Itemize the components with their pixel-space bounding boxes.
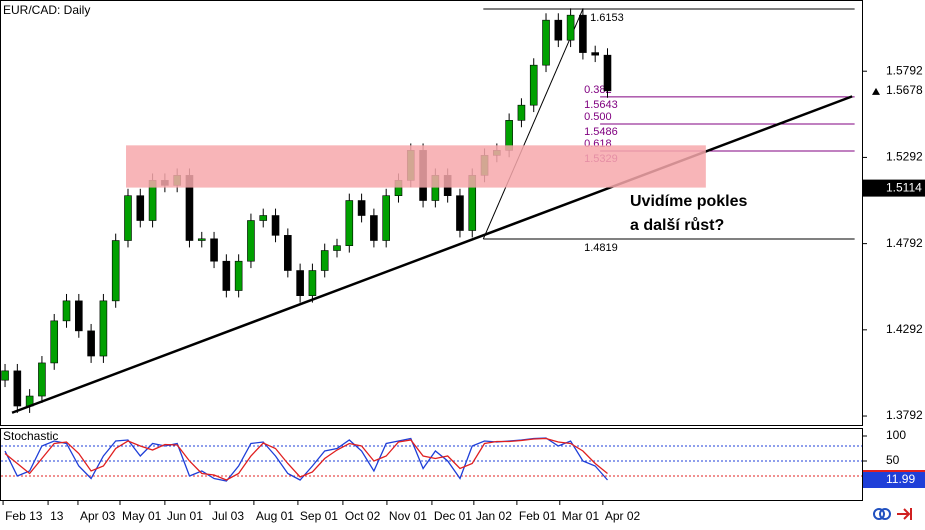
fib-ratio: 0.500: [584, 111, 612, 123]
candle-body: [308, 270, 317, 296]
candle-body: [357, 200, 366, 216]
price-marker: [872, 87, 880, 95]
x-tick-label: 13: [50, 509, 64, 523]
annotation: Uvidíme pokles: [630, 193, 747, 210]
main-panel: [0, 0, 863, 426]
stoch-tag-bg: [863, 472, 925, 489]
chart-title: EUR/CAD: Daily: [3, 3, 90, 17]
candle-body: [579, 14, 587, 53]
candle-body: [13, 370, 22, 407]
x-tick-label: Feb 01: [519, 509, 557, 523]
x-tick-label: Aug 01: [256, 509, 294, 523]
x-tick-label: Nov 01: [389, 509, 427, 523]
price-tag: 1.5678: [886, 83, 923, 97]
link-icon[interactable]: [879, 508, 891, 520]
candle-body: [62, 300, 71, 322]
x-tick-label: Jul 03: [212, 509, 244, 523]
candle-body: [333, 245, 341, 251]
candle-body: [284, 235, 292, 271]
candle-body: [603, 54, 612, 92]
candle-body: [50, 320, 59, 364]
candle-body: [370, 215, 378, 241]
candle-body: [222, 260, 231, 291]
candle-body: [345, 200, 354, 246]
x-tick-label: Mar 01: [562, 509, 600, 523]
candle-body: [75, 300, 83, 332]
x-tick-label: Jun 01: [167, 509, 203, 523]
candle-body: [296, 270, 304, 296]
candle-body: [382, 195, 390, 241]
candle-body: [529, 64, 538, 106]
candle-body: [1, 370, 9, 381]
candle-body: [99, 300, 108, 357]
fib-price: 1.5643: [584, 99, 618, 111]
fib-price: 1.5486: [584, 126, 618, 138]
x-tick-label: Apr 03: [80, 509, 116, 523]
candle-body: [566, 14, 575, 41]
y-tick-label: 1.5292: [886, 150, 923, 164]
stochastic-panel: [0, 428, 863, 501]
x-tick-label: Feb 13: [5, 509, 43, 523]
candle-body: [517, 104, 526, 121]
arrow-icon[interactable]: [897, 508, 912, 520]
candle-body: [259, 215, 268, 221]
toolbar-icons[interactable]: [873, 508, 912, 520]
candle-body: [210, 238, 218, 262]
price-tag: 1.5114: [886, 180, 922, 194]
title-bg: [1, 1, 87, 18]
candle-body: [87, 330, 95, 357]
y-tick-label: 1.4292: [886, 322, 923, 336]
candle-body: [542, 19, 550, 66]
fib-high-label: 1.6153: [590, 12, 624, 24]
indicator-title: Stochastic: [3, 429, 58, 443]
candle-body: [136, 195, 145, 221]
fib-low-label: 1.4819: [584, 242, 618, 254]
stoch-tag: 11.99: [886, 472, 915, 486]
candle-body: [197, 238, 206, 241]
price-tag-bg: [862, 179, 925, 197]
candle-body: [271, 215, 280, 236]
y-tick-label: 1.3792: [886, 408, 923, 422]
y-tick-label: 1.5792: [886, 63, 923, 77]
fib-swing: [482, 8, 584, 240]
stoch-tick-label: 50: [886, 453, 900, 467]
link-icon[interactable]: [873, 508, 885, 520]
candle-body: [111, 240, 120, 302]
candle-body: [554, 19, 563, 41]
candle-body: [38, 362, 46, 397]
x-tick-label: Jan 02: [476, 509, 512, 523]
x-tick-label: May 01: [122, 509, 162, 523]
trendline: [11, 95, 853, 414]
candle-body: [234, 260, 243, 291]
x-tick-label: Dec 01: [434, 509, 472, 523]
stoch-tick-label: 100: [886, 428, 906, 442]
x-tick-label: Oct 02: [345, 509, 381, 523]
x-tick-label: Apr 02: [605, 509, 641, 523]
candle-body: [591, 52, 599, 56]
stoch-line: [4, 437, 608, 481]
candle-body: [247, 220, 255, 262]
candle-body: [320, 250, 329, 271]
candle-body: [456, 195, 464, 231]
annotation: a další růst?: [630, 217, 724, 234]
candle-body: [124, 195, 132, 241]
x-tick-label: Sep 01: [300, 509, 338, 523]
support-zone: [126, 145, 706, 188]
y-tick-label: 1.4792: [886, 236, 923, 250]
